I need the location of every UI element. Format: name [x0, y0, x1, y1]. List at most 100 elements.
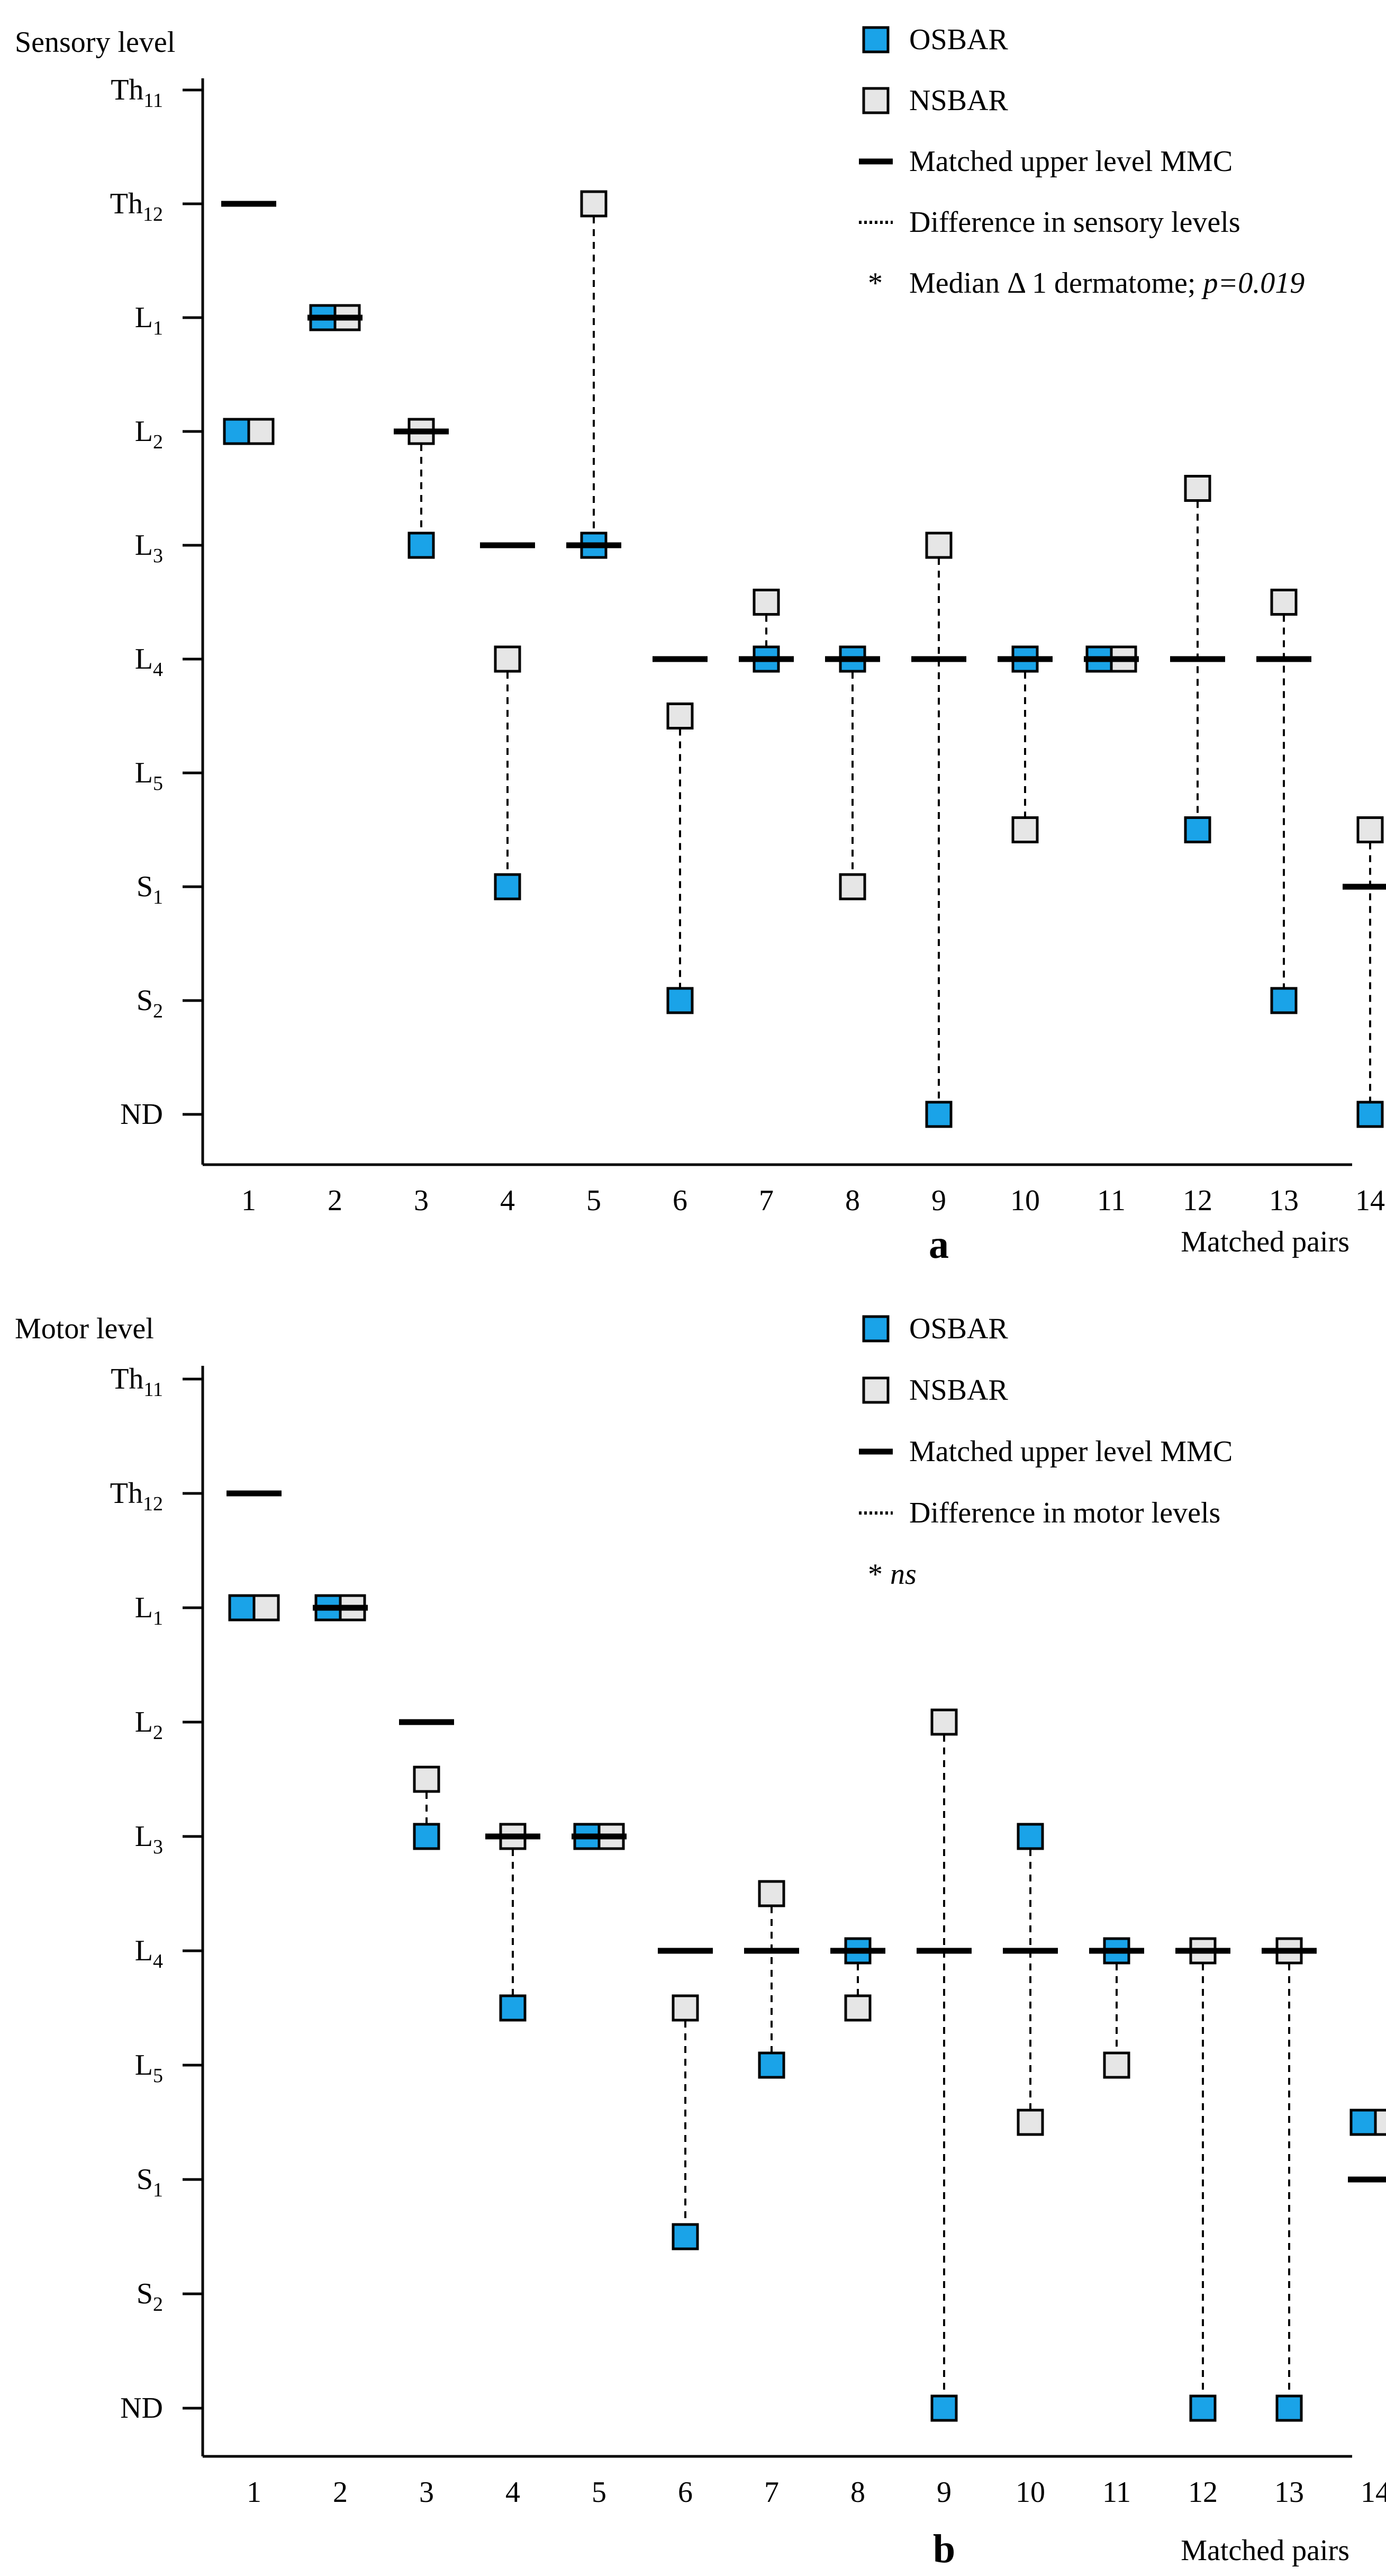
x-tick-label: 4 — [505, 2476, 520, 2509]
osbar-point — [1275, 2394, 1303, 2422]
y-tick-label: S2 — [137, 2277, 163, 2316]
y-tick-label: L1 — [135, 301, 163, 339]
x-tick-label: 8 — [845, 1184, 860, 1217]
x-tick-label: 12 — [1183, 1184, 1212, 1217]
x-tick-label: 13 — [1274, 2476, 1304, 2509]
x-tick-label: 12 — [1188, 2476, 1218, 2509]
x-tick-label: 9 — [937, 2476, 952, 2509]
nsbar-point — [930, 1708, 958, 1736]
y-tick-label: L4 — [135, 643, 163, 681]
legend-label: * ns — [868, 1558, 917, 1591]
legend-label: Matched upper level MMC — [909, 1435, 1233, 1468]
x-tick-label: 14 — [1355, 1184, 1385, 1217]
legend: OSBAR NSBAR Matched upper level MMC Differe… — [859, 23, 1305, 300]
osbar-point — [930, 2394, 958, 2422]
legend-label: Difference in sensory levels — [909, 206, 1240, 239]
x-tick-label: 5 — [592, 2476, 606, 2509]
x-tick-label: 7 — [759, 1184, 774, 1217]
y-tick-label: S1 — [137, 2163, 163, 2201]
legend-osbar-swatch — [862, 1315, 890, 1343]
legend-label: NSBAR — [909, 84, 1008, 117]
x-axis-title: Matched pairs — [1181, 2534, 1349, 2567]
x-tick-label: 3 — [414, 1184, 429, 1217]
x-tick-label: 2 — [328, 1184, 342, 1217]
nsbar-point — [925, 532, 953, 559]
nsbar-point — [758, 1880, 785, 1907]
x-tick-label: 13 — [1269, 1184, 1299, 1217]
nsbar-point — [413, 1766, 440, 1793]
legend-label: NSBAR — [909, 1374, 1008, 1407]
legend-label: * Median Δ 1 dermatome; p=0.019 — [868, 267, 1305, 300]
x-tick-label: 7 — [764, 2476, 779, 2509]
y-axis-title: Motor level — [15, 1312, 154, 1345]
osbar-point — [1017, 1823, 1044, 1850]
y-tick-label: L1 — [135, 1591, 163, 1629]
osbar-point — [758, 2051, 785, 2079]
y-tick-label: Th12 — [110, 187, 163, 226]
y-tick-label: Th11 — [111, 74, 163, 112]
osbar-point — [499, 1994, 527, 2022]
nsbar-point — [839, 873, 866, 900]
y-tick-label: L5 — [135, 756, 163, 795]
nsbar-point — [1184, 475, 1211, 502]
y-tick-label: Th12 — [110, 1477, 163, 1515]
legend-label: OSBAR — [909, 23, 1008, 56]
x-tick-label: 5 — [586, 1184, 601, 1217]
legend-label: Matched upper level MMC — [909, 145, 1233, 178]
legend-nsbar-swatch — [862, 1376, 890, 1404]
y-tick-label: L2 — [135, 1706, 163, 1744]
legend-nsbar-swatch — [862, 87, 890, 114]
nsbar-point — [666, 702, 694, 729]
x-tick-label: 6 — [673, 1184, 687, 1217]
osbar-point — [1349, 2109, 1377, 2136]
nsbar-point — [1103, 2051, 1130, 2079]
osbar-point — [1270, 987, 1298, 1014]
legend-osbar-swatch — [862, 26, 890, 53]
x-tick-label: 6 — [678, 2476, 693, 2509]
y-tick-label: ND — [120, 1098, 163, 1131]
nsbar-point — [1270, 589, 1298, 616]
x-tick-label: 3 — [419, 2476, 434, 2509]
y-tick-label: S1 — [137, 870, 163, 908]
nsbar-point — [580, 190, 608, 218]
panel-letter: a — [929, 1222, 949, 1267]
osbar-point — [1189, 2394, 1217, 2422]
x-tick-label: 1 — [247, 2476, 261, 2509]
y-tick-label: L3 — [135, 1820, 163, 1858]
x-tick-label: 4 — [500, 1184, 515, 1217]
osbar-point — [413, 1823, 440, 1850]
legend: OSBAR NSBAR Matched upper level MMC Differe… — [859, 1312, 1233, 1591]
nsbar-point — [844, 1994, 872, 2022]
x-tick-label: 10 — [1010, 1184, 1040, 1217]
y-tick-label: ND — [120, 2392, 163, 2425]
y-tick-label: L5 — [135, 2049, 163, 2087]
osbar-point — [228, 1594, 256, 1622]
x-tick-label: 11 — [1102, 2476, 1131, 2509]
nsbar-point — [1356, 816, 1384, 843]
panel-letter: b — [933, 2527, 955, 2571]
x-tick-label: 11 — [1097, 1184, 1126, 1217]
nsbar-point — [494, 645, 521, 673]
legend-label: Difference in motor levels — [909, 1497, 1220, 1529]
x-tick-label: 8 — [850, 2476, 865, 2509]
nsbar-point — [252, 1594, 280, 1622]
osbar-point — [672, 2223, 699, 2250]
nsbar-point — [1011, 816, 1039, 843]
x-tick-label: 10 — [1016, 2476, 1045, 2509]
y-tick-label: L4 — [135, 1934, 163, 1972]
y-tick-label: Th11 — [111, 1363, 163, 1401]
osbar-point — [407, 532, 435, 559]
nsbar-point — [1374, 2109, 1386, 2136]
y-tick-label: S2 — [137, 984, 163, 1022]
x-axis-title: Matched pairs — [1181, 1226, 1349, 1258]
y-axis-title: Sensory level — [15, 26, 175, 59]
legend-label: OSBAR — [909, 1312, 1008, 1345]
x-tick-label: 2 — [333, 2476, 348, 2509]
x-tick-label: 1 — [241, 1184, 256, 1217]
y-tick-label: L3 — [135, 529, 163, 567]
y-tick-label: L2 — [135, 415, 163, 453]
nsbar-point — [672, 1994, 699, 2022]
